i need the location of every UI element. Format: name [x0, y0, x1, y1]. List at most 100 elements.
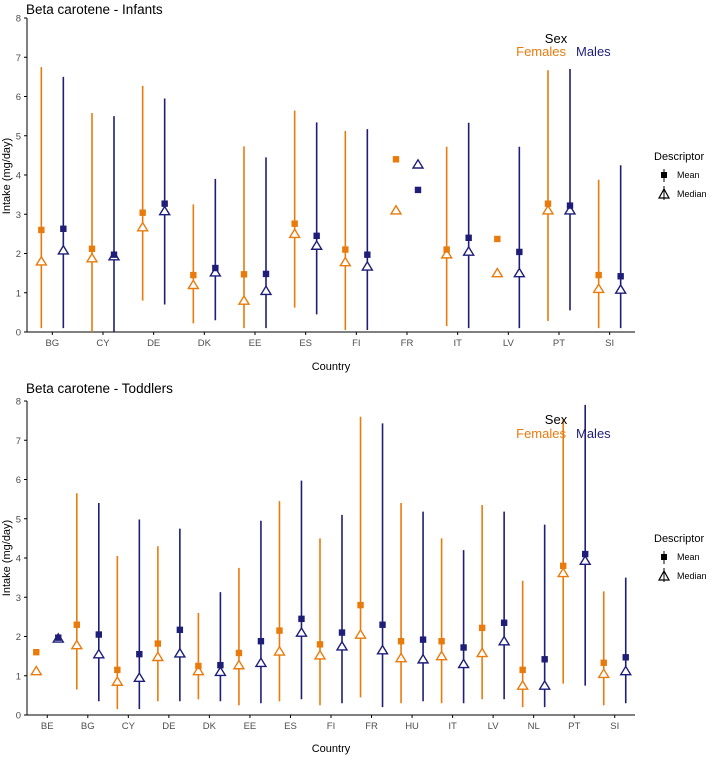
- mean-point: [298, 615, 305, 623]
- median-legend-label: Median: [677, 571, 707, 581]
- y-tick-label: 1: [16, 288, 21, 299]
- median-point: [254, 656, 268, 668]
- median-point: [516, 679, 529, 690]
- y-tick-label: 3: [16, 593, 21, 604]
- median-point: [538, 679, 551, 690]
- mean-legend-label: Mean: [677, 552, 700, 562]
- mean-point: [419, 636, 427, 643]
- median-point: [288, 227, 301, 239]
- median-point: [310, 239, 323, 250]
- mean-point: [313, 232, 320, 240]
- x-tick-label: DK: [198, 338, 212, 349]
- x-tick-label: DE: [147, 338, 160, 349]
- mean-point: [460, 644, 467, 651]
- mean-point: [357, 601, 364, 609]
- mean-point: [338, 629, 346, 636]
- median-point: [475, 647, 489, 658]
- mean-point: [60, 225, 67, 232]
- mean-point: [217, 661, 224, 669]
- mean-point: [33, 649, 40, 656]
- mean-point: [478, 624, 486, 632]
- mean-point: [392, 156, 400, 163]
- median-point: [133, 671, 146, 683]
- median-point: [173, 647, 187, 658]
- x-tick-label: LV: [488, 721, 500, 732]
- y-tick-label: 7: [16, 53, 21, 64]
- median-point: [214, 665, 227, 677]
- x-tick-label: CY: [122, 721, 136, 732]
- infants-title: Beta carotene - Infants: [26, 2, 163, 17]
- median-point: [30, 665, 43, 676]
- median-point: [187, 278, 200, 290]
- median-point: [295, 626, 308, 637]
- median-point: [497, 635, 511, 646]
- median-legend-label: Median: [677, 189, 707, 199]
- toddlers-plot-area: 0 1 2 3 4 5 6 7 8 BE BG CY DE DK EE ES FI FR HU IT LV NL PT SI: [16, 397, 635, 732]
- median-point: [92, 648, 106, 659]
- sex-legend-females: Females: [516, 44, 566, 59]
- mean-point: [316, 641, 324, 648]
- mean-point: [443, 246, 450, 253]
- y-tick-label: 6: [16, 475, 21, 486]
- x-tick-label: FR: [401, 338, 414, 349]
- infants-y-axis-title: Intake (mg/day): [1, 138, 13, 214]
- median-point: [376, 644, 389, 655]
- mean-legend-square-icon: [661, 172, 667, 178]
- mean-point: [500, 619, 508, 626]
- x-tick-label: BG: [45, 338, 59, 349]
- mean-point: [73, 621, 80, 628]
- median-legend-triangle-icon: [657, 569, 671, 581]
- toddlers-chart: Beta carotene - Toddlers 0 1 2 3 4 5 6 7 8 BE BG CY…: [1, 381, 707, 755]
- median-point: [232, 659, 246, 670]
- x-tick-label: FI: [327, 721, 335, 732]
- median-point: [440, 248, 453, 259]
- median-point: [457, 658, 470, 669]
- toddlers-title: Beta carotene - Toddlers: [26, 381, 173, 396]
- mean-point: [364, 251, 371, 258]
- median-point: [35, 255, 48, 266]
- mean-legend-label: Mean: [677, 170, 700, 180]
- median-point: [259, 284, 273, 296]
- median-point: [354, 628, 367, 639]
- sex-legend-males: Males: [576, 426, 611, 441]
- mean-point: [161, 200, 168, 207]
- x-tick-label: PT: [568, 721, 580, 732]
- mean-point: [414, 186, 422, 194]
- median-point: [592, 282, 605, 294]
- median-point: [462, 245, 475, 256]
- mean-point: [379, 621, 386, 628]
- mean-point: [262, 270, 270, 278]
- median-point: [192, 665, 205, 676]
- median-point: [361, 260, 374, 271]
- sex-legend-females: Females: [516, 426, 566, 441]
- x-tick-label: CY: [96, 338, 110, 349]
- mean-point: [240, 271, 248, 278]
- x-tick-label: IT: [448, 721, 457, 732]
- x-tick-label: EE: [244, 721, 257, 732]
- infants-x-axis-title: Country: [312, 361, 351, 373]
- median-point: [273, 645, 286, 656]
- median-point: [541, 204, 555, 215]
- mean-point: [235, 649, 243, 657]
- median-point: [57, 244, 70, 255]
- mean-point: [566, 202, 574, 209]
- median-point: [313, 649, 327, 660]
- x-tick-label: NL: [528, 721, 540, 732]
- median-point: [513, 267, 526, 278]
- mean-point: [494, 235, 501, 243]
- median-point: [70, 639, 84, 650]
- median-point: [491, 267, 504, 278]
- x-tick-label: FI: [352, 338, 360, 349]
- sex-legend-males: Males: [576, 44, 611, 59]
- median-point: [556, 566, 570, 578]
- mean-point: [136, 650, 143, 658]
- median-point: [237, 294, 251, 305]
- females-series: [30, 416, 610, 710]
- mean-point: [519, 666, 526, 674]
- x-tick-label: FR: [365, 721, 378, 732]
- median-point: [85, 252, 99, 263]
- median-point: [619, 665, 632, 676]
- mean-point: [139, 209, 146, 216]
- median-point: [597, 667, 610, 679]
